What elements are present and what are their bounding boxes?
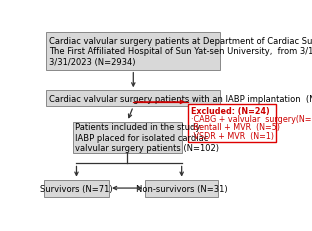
FancyBboxPatch shape: [44, 180, 109, 197]
FancyBboxPatch shape: [46, 91, 220, 107]
Text: Non-survivors (N=31): Non-survivors (N=31): [136, 184, 227, 193]
FancyBboxPatch shape: [73, 122, 182, 153]
Text: Excluded: (N=24): Excluded: (N=24): [191, 106, 269, 116]
Text: ·CABG + valvular  surgery(N=18): ·CABG + valvular surgery(N=18): [191, 115, 312, 124]
Text: ·VSDR + MVR  (N=1): ·VSDR + MVR (N=1): [191, 131, 274, 140]
Text: ·Bentall + MVR  (N=5): ·Bentall + MVR (N=5): [191, 123, 280, 132]
Text: Cardiac valvular surgery patients with an IABP implantation  (N=126): Cardiac valvular surgery patients with a…: [49, 94, 312, 103]
FancyBboxPatch shape: [188, 104, 276, 143]
Text: Patients included in the study:
IABP placed for isolated cardiac
valvular surger: Patients included in the study: IABP pla…: [75, 123, 219, 152]
Text: Cardiac valvular surgery patients at Department of Cardiac Surgery,
The First Af: Cardiac valvular surgery patients at Dep…: [49, 37, 312, 67]
FancyBboxPatch shape: [46, 33, 220, 70]
Text: Survivors (N=71): Survivors (N=71): [40, 184, 113, 193]
FancyBboxPatch shape: [145, 180, 218, 197]
